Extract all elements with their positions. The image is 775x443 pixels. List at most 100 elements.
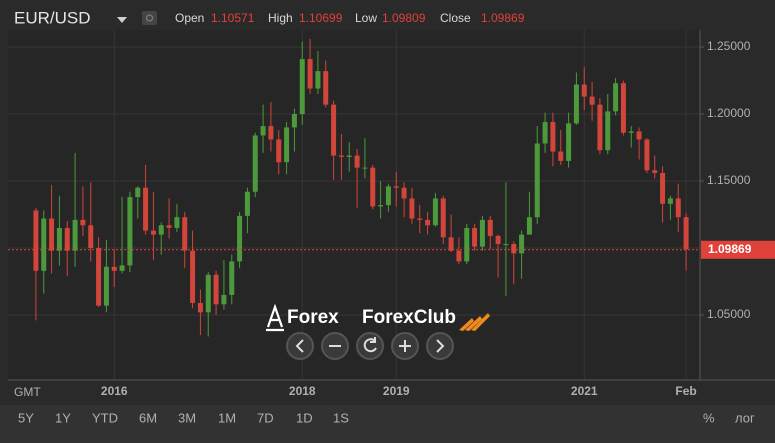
- candle-body: [479, 219, 485, 247]
- candle-body: [127, 197, 133, 266]
- symbol[interactable]: EUR/USD: [14, 8, 91, 27]
- range-button[interactable]: 1S: [333, 410, 349, 425]
- candle-body: [542, 122, 548, 144]
- eye-icon: [146, 14, 153, 22]
- scroll-left[interactable]: [286, 332, 314, 360]
- scroll-right[interactable]: [426, 332, 454, 360]
- candle-body: [425, 219, 431, 226]
- scale-button[interactable]: %: [703, 410, 715, 425]
- icon-right: [436, 339, 445, 353]
- candle-body: [291, 114, 297, 128]
- candle-body: [150, 230, 156, 235]
- y-tick-label: 1.20000: [707, 106, 751, 120]
- candle-body: [550, 122, 556, 152]
- candle-body: [636, 131, 642, 140]
- icon-left: [295, 339, 304, 353]
- candle-body: [401, 187, 407, 199]
- toolbar: [0, 405, 775, 443]
- candle-body: [64, 227, 70, 251]
- candle-body: [158, 225, 164, 235]
- candle-body: [409, 198, 415, 219]
- candle-body: [487, 219, 493, 236]
- range-button[interactable]: YTD: [92, 410, 118, 425]
- candle-body: [393, 186, 399, 188]
- candle-body: [534, 143, 540, 218]
- candle-body: [495, 235, 501, 244]
- range-button[interactable]: 1Y: [55, 410, 71, 425]
- candle-body: [667, 198, 673, 204]
- candle-body: [526, 217, 532, 235]
- candle-body: [448, 237, 454, 251]
- candle-body: [331, 104, 337, 156]
- x-tick-label: 2016: [101, 384, 128, 398]
- candle-body: [464, 227, 470, 262]
- candle-body: [456, 250, 462, 262]
- candle-body: [323, 71, 329, 105]
- timezone: GMT: [14, 385, 41, 399]
- candle-body: [268, 126, 274, 140]
- range-button[interactable]: 6M: [139, 410, 157, 425]
- candle-body: [472, 227, 478, 247]
- candle-body: [620, 83, 626, 133]
- candle-body: [88, 225, 94, 249]
- x-tick-label: Feb: [675, 384, 696, 398]
- candle-body: [33, 210, 39, 271]
- candle-body: [244, 191, 250, 216]
- candle-body: [284, 127, 290, 163]
- candle-body: [511, 243, 517, 254]
- field-label: Close: [440, 11, 471, 25]
- range-button[interactable]: 1D: [296, 410, 313, 425]
- candle-body: [613, 83, 619, 112]
- field-value: 1.09809: [382, 11, 426, 25]
- candle-body: [605, 111, 611, 151]
- candle-body: [190, 250, 196, 303]
- candle-body: [432, 198, 438, 226]
- range-button[interactable]: 7D: [257, 410, 274, 425]
- candle-body: [143, 187, 149, 231]
- range-button[interactable]: 5Y: [18, 410, 34, 425]
- eye-button[interactable]: [142, 11, 157, 25]
- candle-body: [597, 104, 603, 151]
- scale-button[interactable]: лог: [735, 410, 755, 425]
- candle-body: [589, 96, 595, 105]
- candle-body: [440, 198, 446, 238]
- candle-body: [197, 302, 203, 313]
- candle-body: [276, 139, 282, 163]
- candle-body: [72, 219, 78, 251]
- candle-body: [221, 294, 227, 305]
- candle-body: [573, 84, 579, 124]
- x-tick-label: 2018: [289, 384, 316, 398]
- range-button[interactable]: 1M: [218, 410, 236, 425]
- candle-body: [299, 59, 305, 115]
- last-price-box: [701, 240, 775, 259]
- candle-body: [354, 155, 360, 168]
- symbol-caret[interactable]: [117, 17, 127, 23]
- icon-plus: [399, 340, 411, 352]
- candle-body: [56, 227, 62, 251]
- candle-body: [558, 151, 564, 161]
- candle-body: [346, 155, 352, 157]
- candle-body: [166, 225, 172, 228]
- candle-body: [205, 274, 211, 313]
- candle-body: [229, 261, 235, 295]
- reset[interactable]: [356, 332, 384, 360]
- candle-body: [252, 135, 258, 192]
- y-tick-label: 1.05000: [707, 307, 751, 321]
- grid: [8, 30, 704, 380]
- field-label: High: [268, 11, 293, 25]
- candle-body: [111, 266, 117, 271]
- y-tick-label: 1.15000: [707, 173, 751, 187]
- logo-a: [266, 303, 284, 332]
- icon-reset: [363, 337, 377, 353]
- candle-body: [644, 139, 650, 171]
- range-button[interactable]: 3M: [178, 410, 196, 425]
- ohlc-header: Open 1.10571 High 1.10699 Low 1.09809 Close 1.0…: [175, 11, 525, 25]
- brand-a: Forex: [287, 307, 339, 328]
- candle-body: [80, 219, 86, 226]
- candle-body: [503, 243, 509, 245]
- candle-body: [237, 215, 243, 262]
- candle-body: [581, 84, 587, 97]
- brand-b: ForexClub: [362, 307, 456, 328]
- candle-body: [385, 186, 391, 206]
